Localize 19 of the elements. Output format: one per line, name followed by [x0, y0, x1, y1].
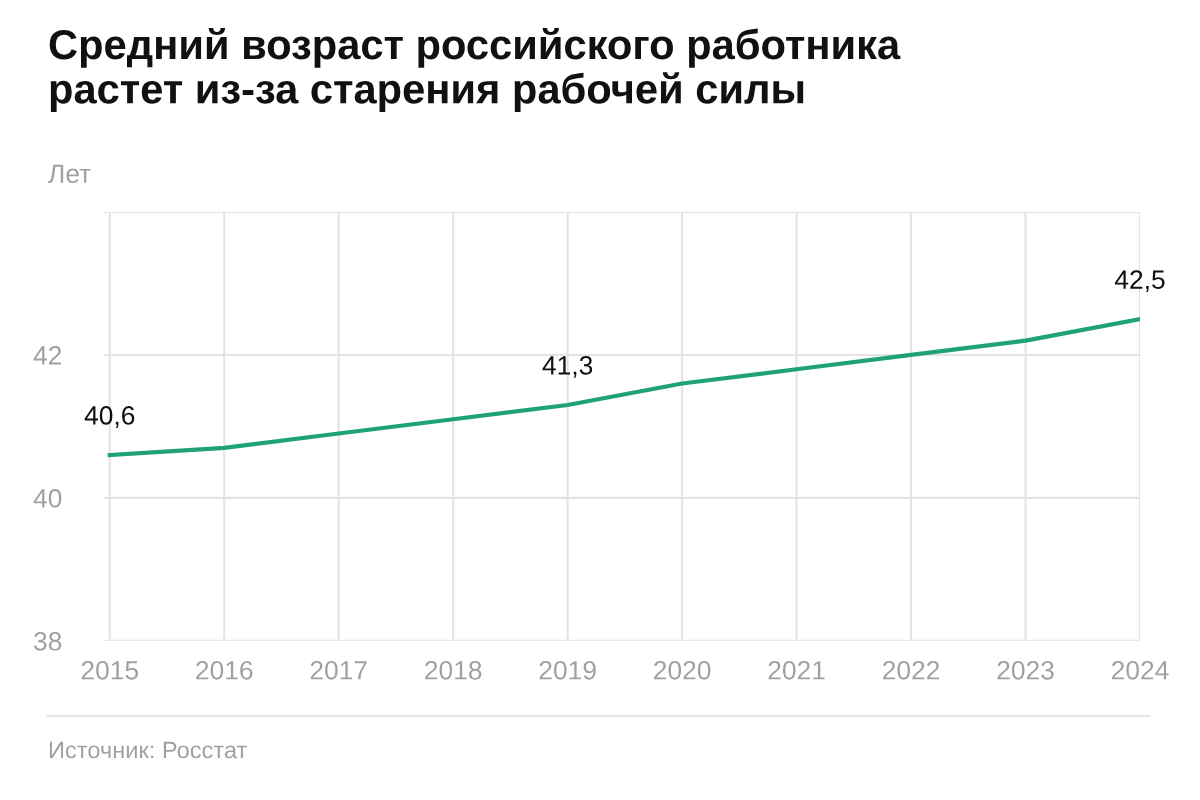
x-tick-label: 2017: [310, 660, 367, 680]
x-tick-label: 2015: [81, 660, 139, 680]
y-tick-label: 42: [33, 346, 62, 365]
y-tick-label: 38: [34, 631, 62, 651]
x-tick-label: 2016: [196, 660, 253, 680]
data-label: 42,5: [1114, 270, 1165, 293]
chart-title: Средний возраст российского работника растет из-за старения рабочей силы: [49, 28, 901, 112]
x-tick-label: 2018: [425, 660, 482, 680]
x-tick-label: 2021: [768, 660, 825, 680]
y-tick-label: 40: [33, 489, 62, 508]
x-tick-label: 2019: [539, 660, 596, 680]
x-tick-label: 2024: [1111, 660, 1169, 680]
x-tick-label: 2022: [883, 660, 940, 680]
x-tick-label: 2023: [997, 660, 1054, 680]
data-label: 41,3: [542, 356, 593, 378]
x-tick-label: 2020: [654, 660, 711, 680]
y-axis-title: Лет: [48, 164, 91, 184]
data-label: 40,6: [84, 406, 135, 428]
text: Источник: Росстат: [49, 741, 247, 759]
